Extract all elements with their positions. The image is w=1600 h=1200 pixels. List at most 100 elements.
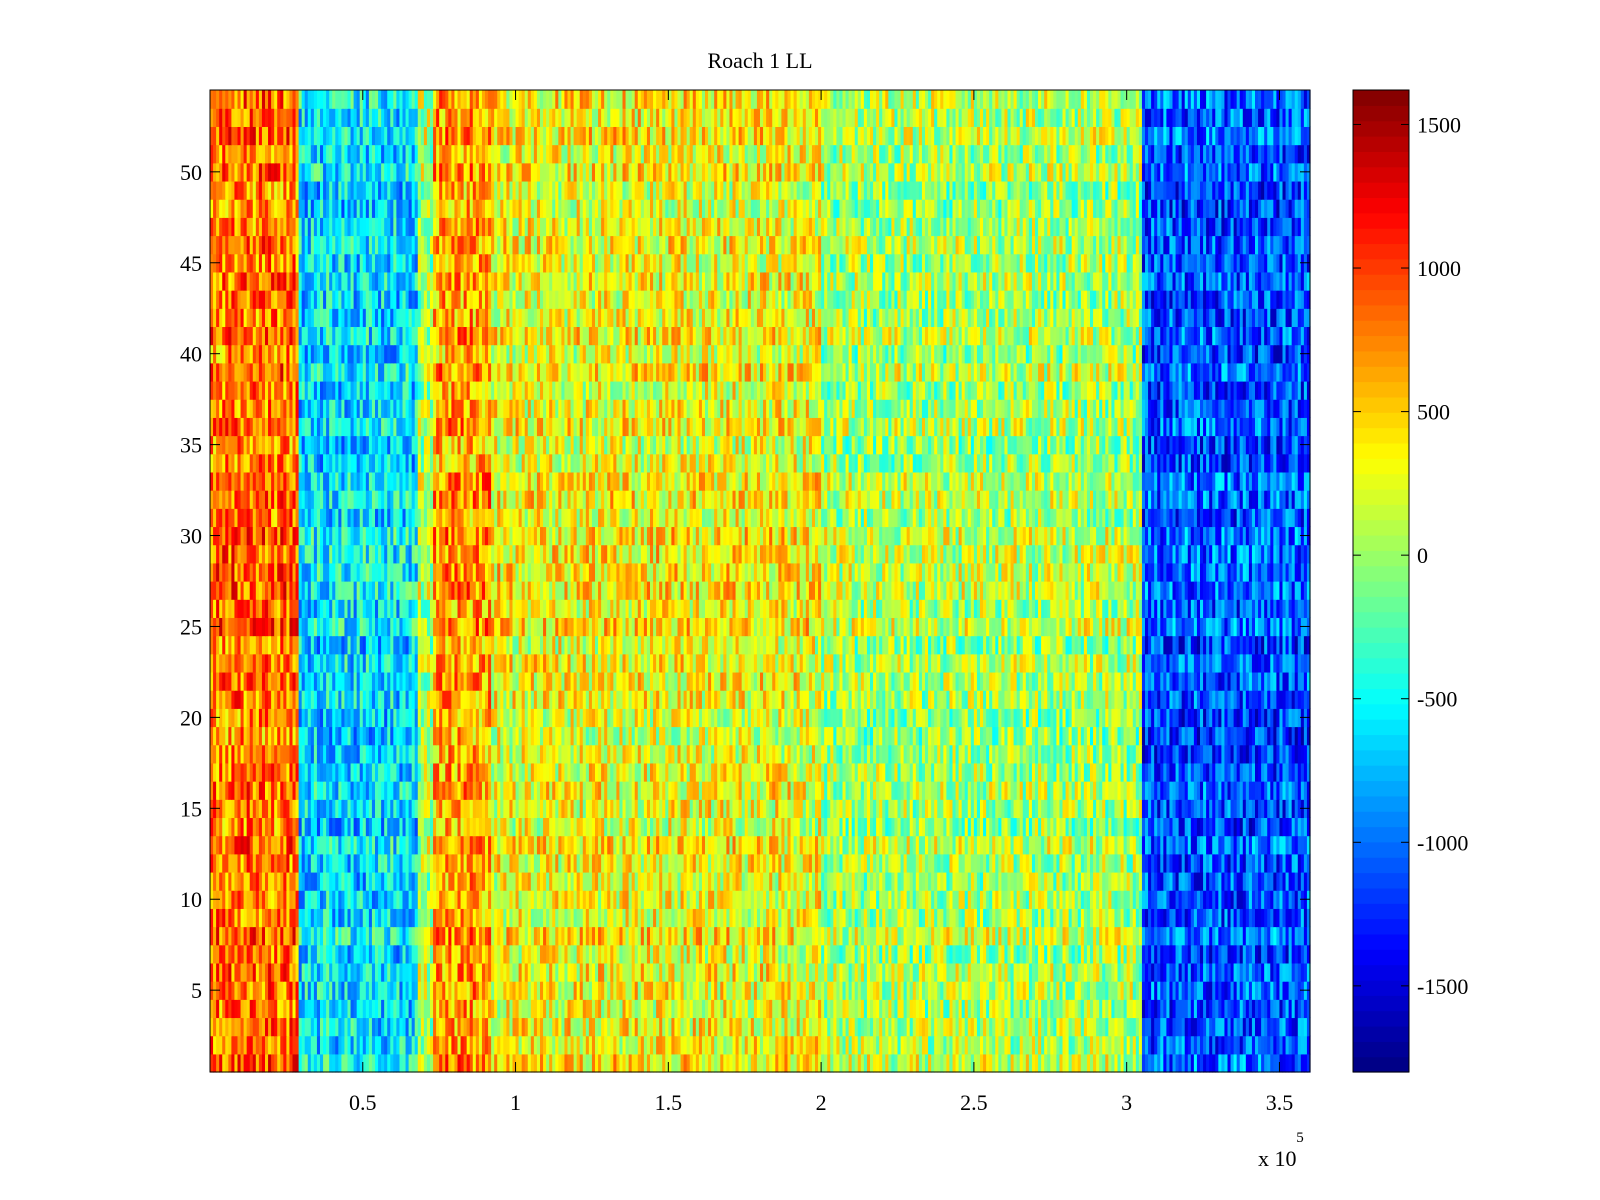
heatmap-cell xyxy=(518,835,523,855)
heatmap-cell xyxy=(402,944,407,964)
heatmap-cell xyxy=(225,962,229,982)
heatmap-cell xyxy=(497,962,501,982)
heatmap-cell xyxy=(1224,926,1229,946)
heatmap-cell xyxy=(662,871,666,891)
heatmap-cell xyxy=(460,853,465,873)
heatmap-cell xyxy=(1233,999,1238,1019)
heatmap-cell xyxy=(1297,853,1302,873)
heatmap-cell xyxy=(286,871,291,891)
heatmap-cell xyxy=(1105,1017,1109,1037)
heatmap-cell xyxy=(1300,926,1305,946)
heatmap-cell xyxy=(1227,944,1232,964)
heatmap-cell xyxy=(469,890,474,909)
heatmap-cell xyxy=(1120,1017,1125,1037)
heatmap-cell xyxy=(1282,926,1287,946)
heatmap-cell xyxy=(720,908,724,928)
heatmap-cell xyxy=(1251,981,1256,1000)
heatmap-cell xyxy=(210,871,214,891)
heatmap-cell xyxy=(249,1035,254,1055)
heatmap-cell xyxy=(735,1017,740,1037)
heatmap-cell xyxy=(1239,1017,1244,1037)
heatmap-cell xyxy=(1025,962,1030,982)
heatmap-cell xyxy=(986,962,990,982)
heatmap-cell xyxy=(371,853,376,873)
heatmap-cell xyxy=(460,871,465,891)
heatmap-cell xyxy=(723,871,727,891)
heatmap-cell xyxy=(821,890,825,909)
heatmap-cell xyxy=(955,871,960,891)
heatmap-cell xyxy=(934,944,938,964)
heatmap-cell xyxy=(1218,1017,1222,1037)
heatmap-cell xyxy=(781,981,786,1000)
heatmap-cell xyxy=(1038,853,1042,873)
heatmap-cell xyxy=(448,999,452,1019)
heatmap-cell xyxy=(457,853,462,873)
heatmap-cell xyxy=(1028,890,1033,909)
heatmap-cell xyxy=(543,944,547,964)
heatmap-cell xyxy=(509,1053,514,1073)
heatmap-cell xyxy=(1056,944,1061,964)
heatmap-cell xyxy=(634,871,639,891)
heatmap-cell xyxy=(723,962,727,982)
heatmap-cell xyxy=(732,981,737,1000)
heatmap-cell xyxy=(836,926,841,946)
heatmap-cell xyxy=(873,1035,877,1055)
heatmap-cell xyxy=(463,908,468,928)
heatmap-cell xyxy=(252,908,257,928)
heatmap-cell xyxy=(292,835,297,855)
heatmap-cell xyxy=(1224,890,1229,909)
heatmap-cell xyxy=(1187,908,1192,928)
heatmap-cell xyxy=(277,908,281,928)
heatmap-cell xyxy=(870,962,874,982)
heatmap-cell xyxy=(316,1053,321,1073)
heatmap-cell xyxy=(506,999,511,1019)
heatmap-cell xyxy=(1090,999,1094,1019)
heatmap-cell xyxy=(698,962,703,982)
heatmap-cell xyxy=(258,926,263,946)
heatmap-cell xyxy=(1093,890,1097,909)
heatmap-cell xyxy=(530,926,535,946)
heatmap-cell xyxy=(842,926,847,946)
heatmap-cell xyxy=(481,1053,486,1073)
heatmap-cell xyxy=(1190,1053,1195,1073)
heatmap-cell xyxy=(888,944,892,964)
heatmap-cell xyxy=(1236,944,1241,964)
heatmap-cell xyxy=(1129,926,1134,946)
heatmap-cell xyxy=(320,962,324,982)
heatmap-cell xyxy=(1294,1035,1299,1055)
heatmap-cell xyxy=(549,835,553,855)
heatmap-cell xyxy=(316,999,321,1019)
heatmap-cell xyxy=(824,871,828,891)
heatmap-cell xyxy=(1090,871,1094,891)
heatmap-cell xyxy=(705,871,709,891)
heatmap-cell xyxy=(540,835,544,855)
heatmap-cell xyxy=(897,890,902,909)
heatmap-cell xyxy=(769,962,773,982)
heatmap-cell xyxy=(1172,1017,1177,1037)
heatmap-cell xyxy=(381,890,385,909)
heatmap-cell xyxy=(949,999,954,1019)
heatmap-cell xyxy=(527,908,532,928)
heatmap-cell xyxy=(1083,853,1088,873)
heatmap-cell xyxy=(958,890,963,909)
heatmap-cell xyxy=(1025,1053,1030,1073)
heatmap-cell xyxy=(934,853,938,873)
heatmap-cell xyxy=(879,1017,883,1037)
heatmap-cell xyxy=(1086,926,1091,946)
heatmap-cell xyxy=(585,981,590,1000)
heatmap-cell xyxy=(842,944,847,964)
heatmap-cell xyxy=(1297,1017,1302,1037)
heatmap-cell xyxy=(1245,981,1250,1000)
heatmap-cell xyxy=(1282,1053,1287,1073)
heatmap-cell xyxy=(475,981,480,1000)
heatmap-cell xyxy=(705,890,709,909)
heatmap-cell xyxy=(1160,1017,1164,1037)
heatmap-cell xyxy=(533,981,538,1000)
heatmap-cell xyxy=(1135,1017,1140,1037)
heatmap-cell xyxy=(1175,1017,1180,1037)
heatmap-cell xyxy=(970,890,975,909)
heatmap-cell xyxy=(292,962,297,982)
heatmap-cell xyxy=(714,853,718,873)
heatmap-cell xyxy=(891,1035,896,1055)
heatmap-cell xyxy=(637,908,642,928)
